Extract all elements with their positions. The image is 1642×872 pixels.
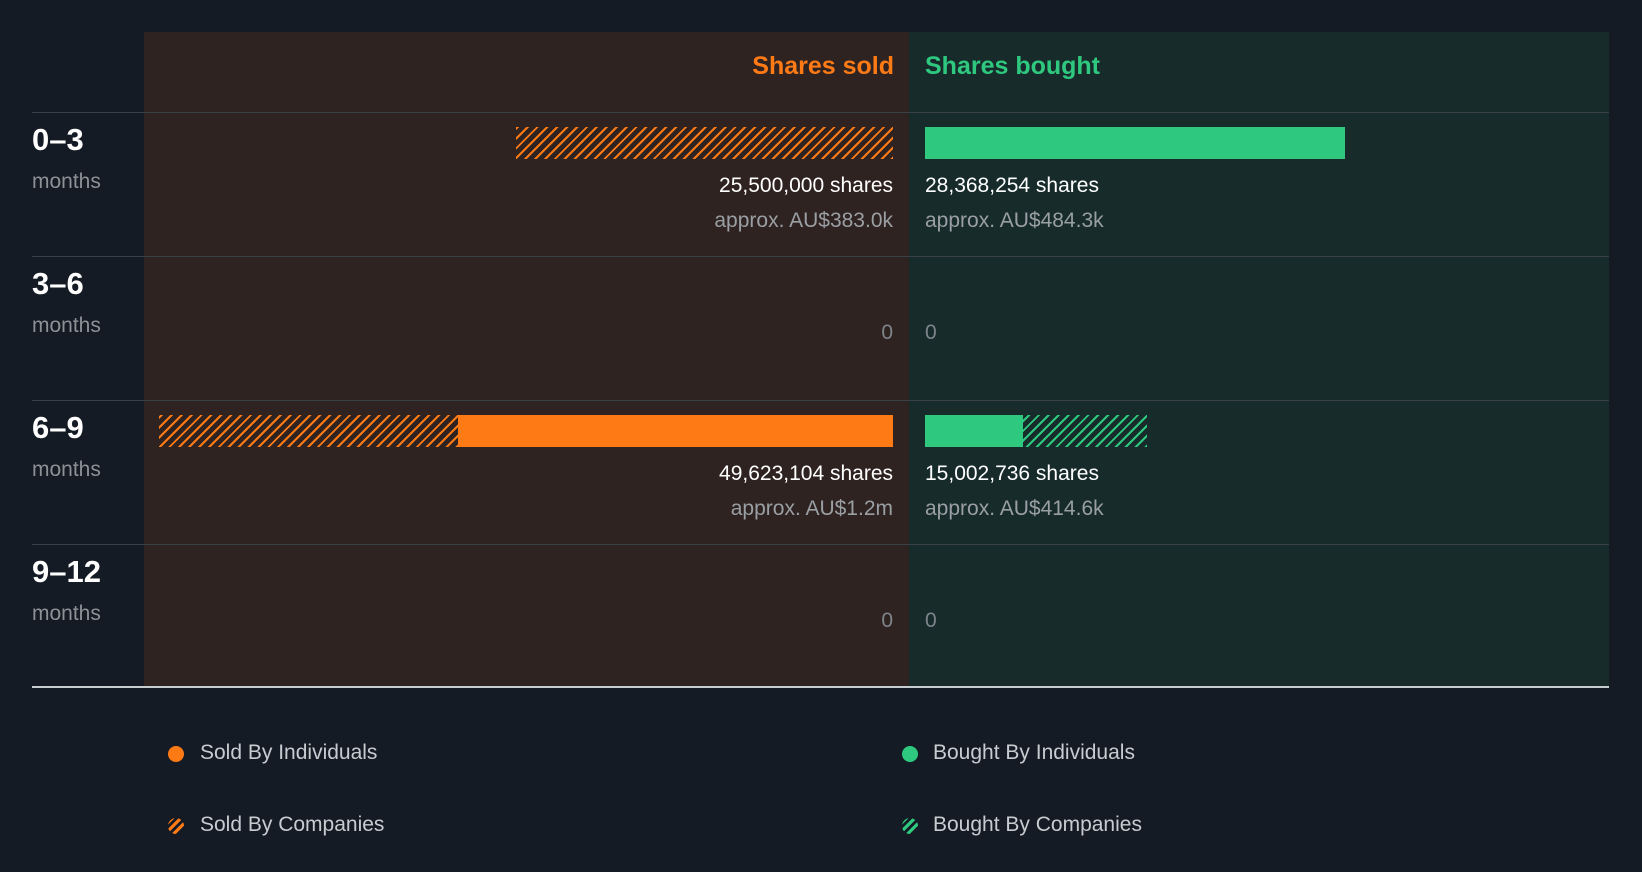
period-label: 0–3 <box>32 122 84 157</box>
bar-sold-individuals[interactable] <box>458 415 893 447</box>
bought-zero-value: 0 <box>925 609 937 632</box>
bought-shares-label: 15,002,736 shares <box>925 462 1099 485</box>
period-unit: months <box>32 458 101 481</box>
bar-bought-individuals[interactable] <box>925 415 1023 447</box>
bought-approx-value: approx. AU$484.3k <box>925 209 1104 232</box>
period-unit: months <box>32 314 101 337</box>
bought-shares-label: 28,368,254 shares <box>925 174 1099 197</box>
period-label: 6–9 <box>32 410 84 445</box>
sold-zero-value: 0 <box>881 609 893 632</box>
row-separator <box>32 400 1609 401</box>
row-separator <box>32 544 1609 545</box>
period-label: 3–6 <box>32 266 84 301</box>
bar-sold-companies[interactable] <box>515 127 893 159</box>
chart-row-6-9: 6–9 months 49,623,104 shares approx. AU$… <box>0 400 1642 544</box>
period-label: 9–12 <box>32 554 101 589</box>
period-unit: months <box>32 170 101 193</box>
legend-sold-companies[interactable]: Sold By Companies <box>200 813 385 836</box>
legend-sold-individuals[interactable]: Sold By Individuals <box>200 741 378 764</box>
legend-sold-individuals-icon <box>168 746 184 762</box>
x-axis-line <box>32 686 1609 688</box>
chart-row-0-3: 0–3 months 25,500,000 shares approx. AU$… <box>0 112 1642 256</box>
bought-approx-value: approx. AU$414.6k <box>925 497 1104 520</box>
chart-row-3-6: 3–6 months 0 0 <box>0 256 1642 400</box>
shares-sold-header: Shares sold <box>752 52 894 80</box>
sold-shares-label: 49,623,104 shares <box>719 462 893 485</box>
sold-shares-label: 25,500,000 shares <box>719 174 893 197</box>
legend-bought-companies-icon <box>902 818 918 834</box>
legend-bought-individuals[interactable]: Bought By Individuals <box>933 741 1135 764</box>
legend-bought-individuals-icon <box>902 746 918 762</box>
legend-sold-companies-icon <box>168 818 184 834</box>
row-separator <box>32 112 1609 113</box>
bar-sold-companies[interactable] <box>159 415 459 447</box>
shares-bought-header: Shares bought <box>925 52 1101 80</box>
row-separator <box>32 256 1609 257</box>
sold-approx-value: approx. AU$1.2m <box>730 497 893 520</box>
period-unit: months <box>32 602 101 625</box>
legend-bought-companies[interactable]: Bought By Companies <box>933 813 1142 836</box>
chart-row-9-12: 9–12 months 0 0 <box>0 544 1642 688</box>
bought-zero-value: 0 <box>925 321 937 344</box>
bar-bought-companies[interactable] <box>1022 415 1147 447</box>
bar-bought-individuals[interactable] <box>925 127 1345 159</box>
sold-zero-value: 0 <box>881 321 893 344</box>
sold-approx-value: approx. AU$383.0k <box>714 209 893 232</box>
